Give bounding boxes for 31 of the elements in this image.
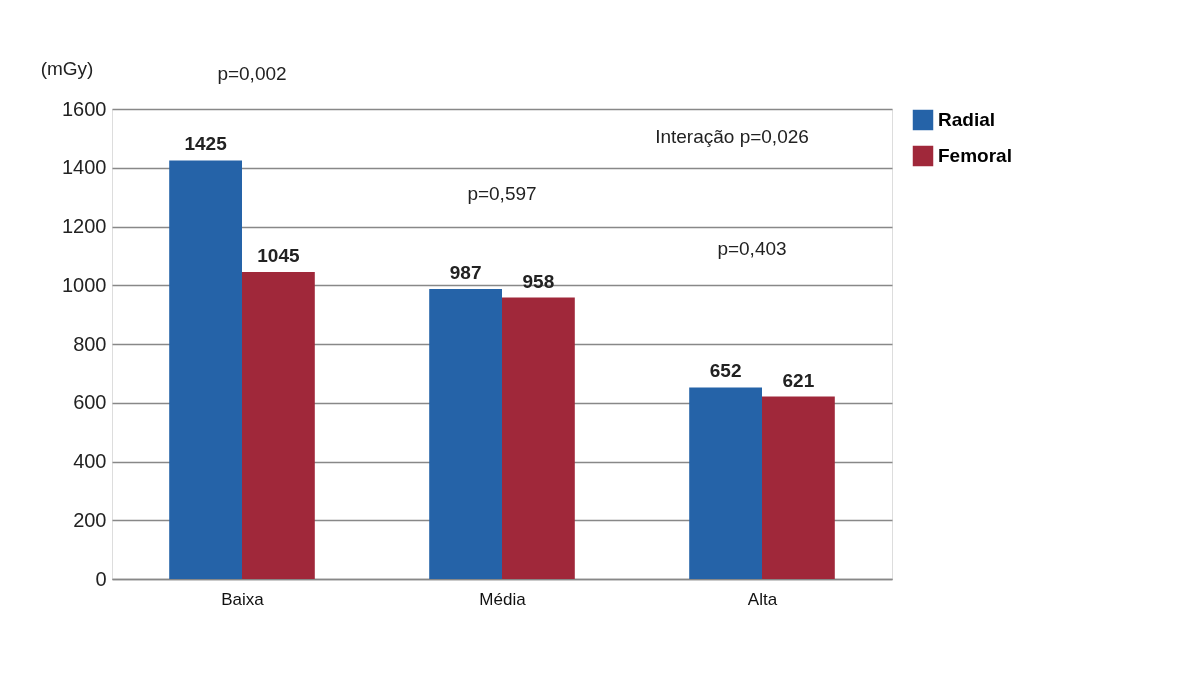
y-tick-label: 200: [73, 508, 107, 531]
bar: [242, 272, 315, 579]
data-label: 1425: [184, 133, 228, 155]
y-axis-title: (mGy): [40, 58, 94, 79]
y-tick-label: 800: [73, 332, 107, 355]
y-tick-label: 0: [95, 567, 107, 590]
x-tick-label: Baixa: [221, 589, 265, 609]
bar: [169, 160, 242, 579]
data-label: 958: [522, 270, 555, 292]
annotation: Interação p=0,026: [655, 126, 809, 147]
y-tick-label: 1200: [62, 215, 107, 237]
data-label: 652: [709, 360, 742, 382]
y-tick-label: 1600: [62, 97, 107, 120]
x-tick-label: Alta: [747, 589, 778, 609]
bar: [689, 387, 762, 579]
y-tick-label: 600: [73, 391, 107, 414]
annotation: p=0,597: [467, 183, 537, 204]
data-label: 1045: [257, 245, 300, 267]
data-label: 987: [449, 262, 482, 284]
annotation: p=0,403: [717, 238, 787, 259]
y-tick-label: 1400: [62, 156, 107, 179]
y-tick-label: 1000: [62, 273, 107, 296]
data-label: 621: [782, 369, 815, 391]
legend-label: Radial: [938, 109, 996, 130]
bar: [429, 289, 502, 579]
legend-label: Femoral: [938, 145, 1012, 166]
bar: [762, 396, 835, 579]
y-tick-label: 400: [73, 450, 107, 472]
bar: [502, 297, 575, 579]
x-tick-label: Média: [479, 589, 527, 609]
text: p=0,002: [217, 63, 287, 84]
